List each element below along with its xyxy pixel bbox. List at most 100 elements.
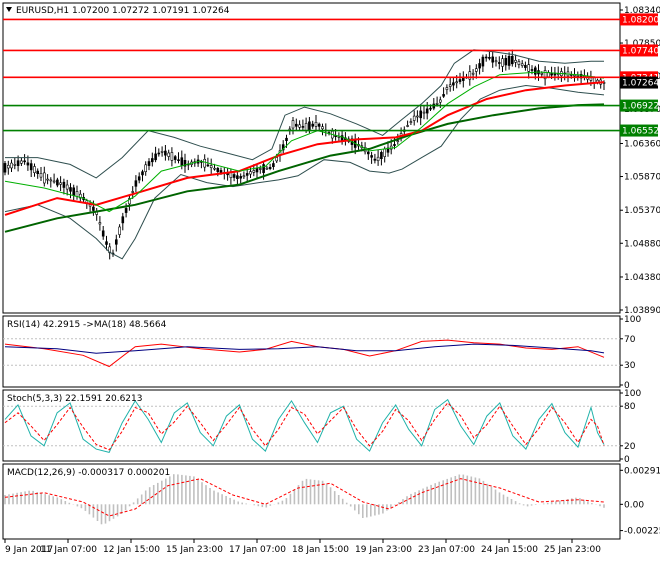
current-price-label: 1.07264 bbox=[622, 79, 659, 89]
candle-body bbox=[49, 179, 53, 182]
candle-body bbox=[530, 69, 534, 71]
candle-body bbox=[121, 216, 125, 224]
candle-body bbox=[419, 110, 423, 119]
price-y-tick-label: 1.08340 bbox=[624, 6, 660, 16]
candle-body bbox=[317, 123, 321, 127]
osc-y-tick-label: 100 bbox=[624, 315, 641, 325]
price-y-tick-label: 1.06360 bbox=[624, 139, 660, 149]
candle-body bbox=[455, 81, 459, 84]
candle-body bbox=[13, 164, 17, 166]
candle-body bbox=[573, 74, 576, 77]
candle-body bbox=[285, 137, 288, 141]
candle-body bbox=[412, 115, 416, 121]
candle-body bbox=[301, 126, 305, 128]
candle-body bbox=[298, 124, 301, 128]
time-label: 17 Jan 07:00 bbox=[229, 545, 286, 555]
time-label: 15 Jan 23:00 bbox=[166, 545, 223, 555]
osc-y-tick-label: 0.002916 bbox=[624, 466, 660, 476]
candle-body bbox=[258, 168, 262, 170]
candle-body bbox=[209, 165, 213, 169]
candle-body bbox=[20, 160, 23, 164]
candle-body bbox=[160, 151, 164, 153]
support-level-tag bbox=[620, 124, 658, 137]
candle-body bbox=[144, 164, 147, 173]
candle-body bbox=[183, 160, 187, 167]
resistance-level-tag bbox=[620, 44, 658, 57]
candle-body bbox=[252, 170, 256, 173]
time-label: 19 Jan 23:00 bbox=[355, 545, 412, 555]
candle-body bbox=[216, 168, 220, 173]
candle-body bbox=[272, 163, 275, 168]
osc-y-tick-label: 30 bbox=[624, 361, 636, 371]
macd-pane-frame bbox=[2, 463, 621, 540]
candle-body bbox=[481, 56, 485, 67]
candle-body bbox=[393, 144, 396, 146]
candle-body bbox=[491, 56, 495, 63]
candle-body bbox=[520, 63, 524, 66]
candle-body bbox=[62, 181, 66, 188]
candle-body bbox=[101, 230, 105, 237]
candle-body bbox=[429, 107, 432, 110]
candle-body bbox=[105, 241, 108, 245]
candle-body bbox=[265, 167, 269, 170]
current-price-tag bbox=[620, 76, 658, 89]
candle-body bbox=[291, 120, 295, 129]
candle-body bbox=[249, 171, 252, 175]
candle-body bbox=[543, 70, 547, 80]
candle-body bbox=[507, 55, 511, 66]
candle-body bbox=[504, 57, 508, 66]
rsi-title: RSI(14) 42.2915 ->MA(18) 48.5664 bbox=[7, 320, 167, 330]
candle-body bbox=[445, 87, 449, 90]
stoch-plot-area bbox=[3, 398, 620, 453]
candle-body bbox=[219, 170, 223, 173]
osc-y-tick-label: 100 bbox=[624, 389, 641, 399]
candle-body bbox=[484, 56, 488, 59]
candle-body bbox=[275, 157, 279, 162]
candle-body bbox=[533, 67, 537, 75]
candle-body bbox=[416, 115, 419, 118]
osc-y-tick-label: 20 bbox=[624, 442, 636, 452]
candle-body bbox=[29, 163, 33, 171]
candle-body bbox=[236, 175, 239, 179]
candle-body bbox=[46, 178, 49, 181]
candle-body bbox=[115, 239, 118, 245]
candle-body bbox=[376, 156, 380, 161]
price-y-tick-label: 1.03890 bbox=[624, 306, 660, 316]
resistance-level-label: 1.07740 bbox=[622, 46, 659, 56]
candle-body bbox=[52, 180, 56, 183]
candle-body bbox=[213, 167, 216, 170]
candle-body bbox=[69, 187, 72, 192]
candle-body bbox=[16, 160, 20, 166]
time-label: 23 Jan 07:00 bbox=[418, 545, 475, 555]
candle-body bbox=[164, 150, 167, 156]
rsi-pane-frame bbox=[2, 315, 621, 388]
price-y-tick-label: 1.04880 bbox=[624, 239, 660, 249]
candle-body bbox=[458, 79, 462, 82]
candle-body bbox=[550, 73, 553, 76]
candle-body bbox=[147, 161, 151, 166]
candle-body bbox=[438, 99, 442, 103]
candle-body bbox=[42, 172, 46, 184]
candle-body bbox=[255, 167, 259, 173]
candle-body bbox=[151, 158, 154, 163]
stoch-signal-line bbox=[4, 402, 605, 451]
candle-body bbox=[206, 164, 210, 167]
candle-body bbox=[56, 179, 59, 186]
price-y-tick-label: 1.07850 bbox=[624, 39, 660, 49]
candle-body bbox=[380, 152, 383, 160]
time-label: 11 Jan 07:00 bbox=[40, 545, 97, 555]
candle-body bbox=[33, 166, 36, 173]
candle-body bbox=[370, 155, 373, 158]
candle-body bbox=[39, 173, 43, 178]
candle-body bbox=[373, 158, 377, 161]
stoch-title: Stoch(5,3,3) 22.1591 20.6213 bbox=[7, 394, 142, 404]
candle-body bbox=[3, 163, 7, 173]
time-label: 25 Jan 23:00 bbox=[544, 545, 601, 555]
candle-body bbox=[442, 94, 445, 97]
candle-body bbox=[488, 56, 491, 59]
candle-body bbox=[527, 64, 531, 72]
candle-body bbox=[92, 206, 95, 211]
triangle-down-icon[interactable] bbox=[6, 7, 12, 12]
